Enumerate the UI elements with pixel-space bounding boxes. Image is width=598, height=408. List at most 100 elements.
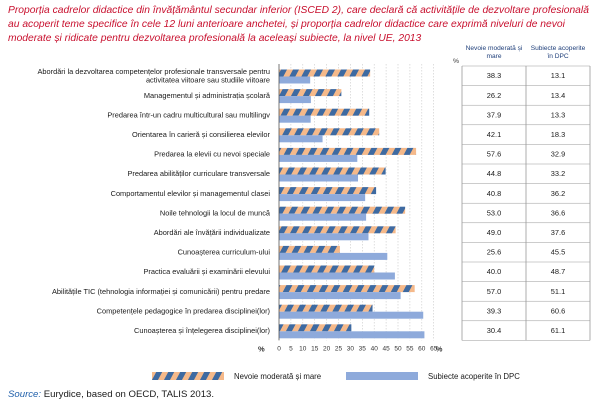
table-cell-need: 38.3 (487, 71, 501, 80)
x-axis-unit-left: % (258, 344, 265, 353)
category-label: Abilitățile TIC (tehnologia informației … (52, 287, 270, 296)
x-tick-label: 45 (382, 345, 390, 352)
bar-covered (279, 154, 358, 162)
table-cell-need: 40.0 (487, 267, 501, 276)
bar-need (279, 324, 352, 332)
chart-title: Proporția cadrelor didactice din învățăm… (8, 5, 589, 44)
bar-need (279, 265, 375, 273)
source-label: Source: (8, 389, 42, 400)
category-label: Predarea la elevii cu nevoi speciale (154, 150, 270, 159)
bar-covered (279, 135, 323, 143)
category-label: Competențele pedagogice în predarea disc… (97, 306, 270, 315)
category-labels: Abordări la dezvoltarea competențelor pr… (37, 67, 270, 335)
bar-need (279, 187, 377, 195)
x-tick-label: 15 (311, 345, 319, 352)
table-header-need-line1: Nevoie moderată și (466, 45, 523, 52)
bar-covered (279, 272, 395, 280)
bar-need (279, 89, 342, 97)
table-header-need-line2: mare (486, 53, 501, 60)
table-cell-covered: 61.1 (551, 326, 565, 335)
x-axis: 0 5 10 15 20 25 30 35 40 45 50 55 60 65%% (258, 64, 443, 353)
bar-need (279, 285, 415, 293)
table-cell-covered: 18.3 (551, 130, 565, 139)
bars (279, 69, 425, 339)
bar-need (279, 245, 340, 253)
category-label: Comportamentul elevilor și managementul … (111, 189, 271, 198)
category-label: activitatea viitoare sau studiile viitoa… (146, 76, 270, 85)
table-cell-need: 53.0 (487, 208, 501, 217)
x-tick-label: 40 (371, 345, 379, 352)
legend-swatch-covered (346, 372, 418, 380)
category-label: Practica evaluării și examinării elevulu… (143, 267, 270, 276)
legend-swatch-need (152, 372, 224, 380)
bar-covered (279, 213, 367, 221)
table-header-covered-line1: Subiecte acoperite (531, 45, 586, 52)
table-cell-covered: 33.2 (551, 169, 565, 178)
table-cell-need: 42.1 (487, 130, 501, 139)
bar-covered (279, 194, 366, 202)
bar-covered (279, 311, 424, 319)
table-cell-covered: 48.7 (551, 267, 565, 276)
x-tick-label: 25 (335, 345, 343, 352)
legend-label-covered: Subiecte acoperite în DPC (428, 372, 520, 381)
table-cell-covered: 60.6 (551, 306, 565, 315)
source-note: Source: Eurydice, based on OECD, TALIS 2… (8, 389, 214, 400)
source-text: Eurydice, based on OECD, TALIS 2013. (41, 389, 215, 400)
bar-need (279, 206, 406, 214)
table-cell-covered: 13.4 (551, 91, 565, 100)
bar-covered (279, 76, 311, 84)
bar-covered (279, 292, 401, 300)
table-cell-need: 25.6 (487, 248, 501, 257)
bar-need (279, 108, 370, 116)
category-label: Abordări la dezvoltarea competențelor pr… (37, 67, 270, 76)
bar-need (279, 69, 371, 77)
category-label: Cunoașterea curriculum-ului (178, 248, 271, 257)
x-tick-label: 20 (323, 345, 331, 352)
bar-need (279, 167, 386, 175)
category-label: Predarea abilităților curriculare transv… (127, 169, 270, 178)
category-label: Predarea într-un cadru multicultural sau… (107, 110, 270, 119)
x-tick-label: 10 (299, 345, 307, 352)
bar-need (279, 147, 417, 155)
table-cell-covered: 37.6 (551, 228, 565, 237)
x-axis-unit-right: % (436, 344, 443, 353)
x-tick-label: 65 (430, 345, 438, 352)
bar-covered (279, 115, 311, 123)
category-label: Abordări ale învățării individualizate (154, 228, 270, 237)
x-tick-label: 50 (394, 345, 402, 352)
x-tick-label: 60 (418, 345, 426, 352)
table-cell-need: 26.2 (487, 91, 501, 100)
table-cell-need: 37.9 (487, 110, 501, 119)
table-cell-need: 40.8 (487, 189, 501, 198)
table-cell-need: 30.4 (487, 326, 501, 335)
table-cell-covered: 45.5 (551, 248, 565, 257)
table-cell-need: 57.0 (487, 287, 501, 296)
table-cell-covered: 51.1 (551, 287, 565, 296)
bar-need (279, 304, 373, 312)
x-tick-label: 0 (277, 345, 281, 352)
x-tick-label: 30 (347, 345, 355, 352)
category-label: Noile tehnologii la locul de muncă (160, 208, 271, 217)
table-cell-covered: 32.9 (551, 150, 565, 159)
table-cell-need: 57.6 (487, 150, 501, 159)
bar-covered (279, 252, 388, 260)
table-cell-need: 39.3 (487, 306, 501, 315)
category-label: Orientarea în carieră și consilierea ele… (132, 130, 271, 139)
table-cell-need: 44.8 (487, 169, 501, 178)
table-cell-covered: 36.6 (551, 208, 565, 217)
x-tick-label: 55 (406, 345, 414, 352)
bar-need (279, 226, 396, 234)
bar-covered (279, 331, 425, 339)
x-tick-label: 5 (289, 345, 293, 352)
table-cell-covered: 36.2 (551, 189, 565, 198)
legend: Nevoie moderată și mare Subiecte acoperit… (152, 372, 520, 381)
bar-covered (279, 96, 311, 104)
table-cell-covered: 13.1 (551, 71, 565, 80)
x-tick-label: 35 (359, 345, 367, 352)
table-unit: % (453, 58, 459, 65)
table-cell-need: 49.0 (487, 228, 501, 237)
bar-covered (279, 174, 359, 182)
bar-covered (279, 233, 369, 241)
